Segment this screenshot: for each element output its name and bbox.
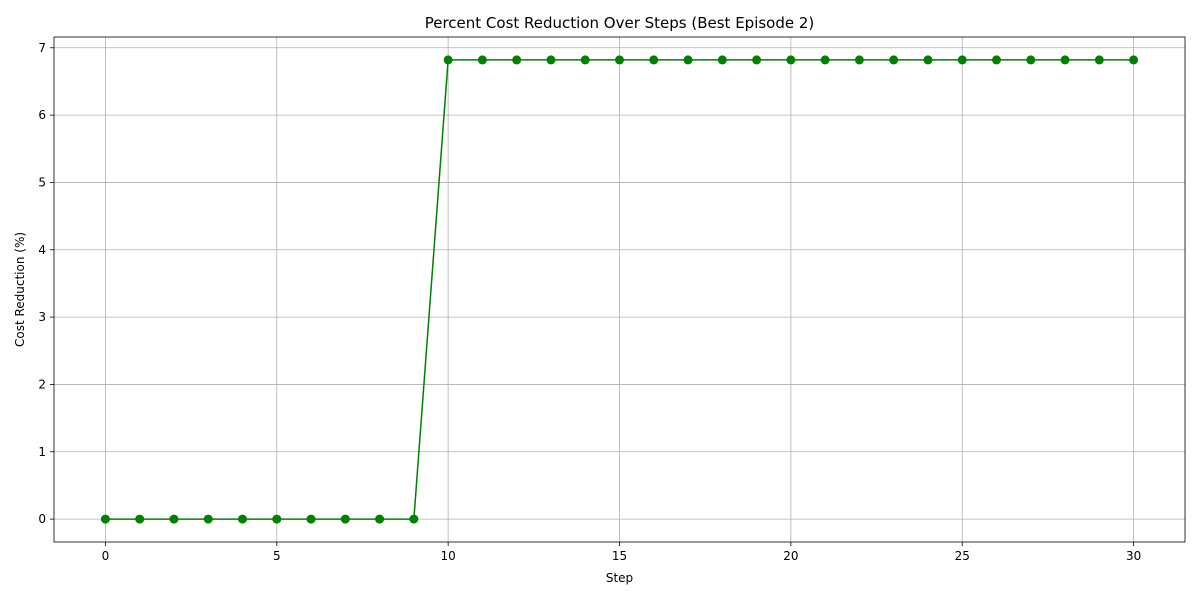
chart-title: Percent Cost Reduction Over Steps (Best …	[425, 14, 815, 32]
y-tick-label: 5	[38, 175, 46, 189]
data-point	[477, 55, 487, 65]
x-tick-label: 30	[1126, 549, 1141, 563]
x-axis-label: Step	[606, 571, 633, 585]
data-point	[272, 514, 282, 524]
data-point	[923, 55, 933, 65]
data-point	[238, 514, 247, 524]
data-point	[820, 55, 830, 65]
y-tick-label: 1	[38, 445, 46, 459]
data-point	[375, 514, 385, 524]
x-tick-label: 15	[612, 549, 627, 563]
data-point	[717, 55, 727, 65]
data-point	[957, 55, 967, 65]
data-point	[615, 55, 624, 65]
data-point	[512, 55, 522, 65]
y-tick-label: 2	[38, 377, 46, 391]
data-point	[1129, 55, 1139, 65]
data-point	[135, 514, 145, 524]
data-point	[992, 55, 1001, 65]
data-point	[683, 55, 693, 65]
x-tick-label: 0	[102, 549, 110, 563]
x-tick-label: 5	[273, 549, 281, 563]
data-point	[546, 55, 556, 65]
data-point	[580, 55, 590, 65]
data-point	[1060, 55, 1070, 65]
data-point	[100, 514, 110, 524]
x-tick-label: 20	[783, 549, 798, 563]
data-point	[854, 55, 864, 65]
y-axis-label: Cost Reduction (%)	[13, 232, 27, 347]
data-point	[169, 514, 179, 524]
grid	[54, 37, 1185, 542]
axis-ticks: 0 5 10 15 20 25 30 0 1 2 3 4 5 6 7	[38, 41, 1141, 563]
data-point	[649, 55, 659, 65]
data-point	[1094, 55, 1104, 65]
data-point	[889, 55, 899, 65]
series	[100, 55, 1139, 524]
data-point	[306, 514, 316, 524]
data-point	[340, 514, 350, 524]
y-tick-label: 0	[38, 512, 46, 526]
y-tick-label: 6	[38, 108, 46, 122]
data-point	[786, 55, 796, 65]
data-point	[1026, 55, 1036, 65]
y-tick-label: 7	[38, 41, 46, 55]
x-tick-label: 10	[440, 549, 455, 563]
y-tick-label: 4	[38, 243, 46, 257]
x-tick-label: 25	[955, 549, 970, 563]
plot-frame	[53, 36, 1186, 543]
data-point	[443, 55, 453, 65]
data-point	[752, 55, 762, 65]
y-tick-label: 3	[38, 310, 46, 324]
data-point	[203, 514, 213, 524]
data-point	[409, 514, 419, 524]
